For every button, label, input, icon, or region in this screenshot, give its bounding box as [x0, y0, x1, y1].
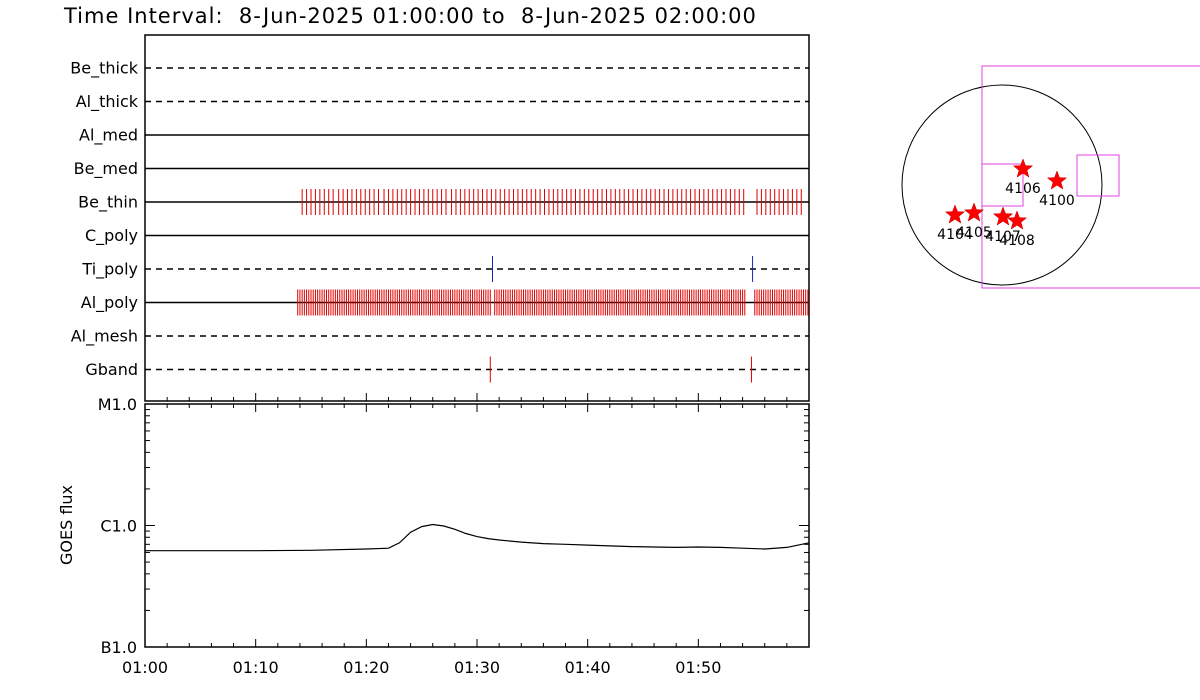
row-label-be_med: Be_med [74, 159, 138, 179]
x-tick-label: 01:50 [675, 658, 721, 677]
ar-label-4107: 4107 [985, 229, 1021, 245]
x-tick-label: 01:40 [565, 658, 611, 677]
timeline-frame [144, 34, 810, 402]
goes-ticks [144, 404, 810, 648]
goes-frame [144, 403, 810, 648]
fov-box [981, 65, 1200, 289]
ar-label-4108: 4108 [999, 233, 1035, 249]
goes-y-labels: B1.0 C1.0 M1.0 [98, 395, 137, 657]
row-label-al_mesh: Al_mesh [71, 327, 138, 347]
goes-y-axis-label: GOES flux [57, 485, 76, 565]
ar-star-4108 [1006, 210, 1028, 230]
ar-label-4104: 4104 [937, 227, 973, 243]
fov-inner-box [981, 163, 1024, 207]
ar-star-4104 [944, 204, 966, 224]
ar-label-4100: 4100 [1039, 193, 1075, 209]
x-tick-label: 01:00 [122, 658, 168, 677]
x-tick-label: 01:30 [454, 658, 500, 677]
row-label-be_thin: Be_thin [78, 193, 138, 213]
row-label-ti_poly: Ti_poly [81, 260, 138, 280]
x-tick-label: 01:10 [233, 658, 279, 677]
goes-y-tick-label: M1.0 [98, 395, 137, 414]
row-label-be_thick: Be_thick [70, 59, 138, 79]
ar-star-4106 [1012, 158, 1034, 178]
row-label-c_poly: C_poly [85, 226, 138, 246]
ar-label-4105: 4105 [956, 225, 992, 241]
goes-y-tick-label: C1.0 [100, 517, 137, 536]
goes-flux-line [145, 523, 810, 552]
region-box [1076, 154, 1120, 197]
ar-star-4107 [992, 206, 1014, 226]
ar-star-4100 [1046, 170, 1068, 190]
row-label-gband: Gband [85, 360, 138, 379]
timeline-rows: Be_thick Al_thick Al_med Be_med Be_thin C_pol… [70, 59, 810, 401]
x-tick-label: 01:20 [343, 658, 389, 677]
row-label-al_thick: Al_thick [76, 92, 139, 112]
row-label-al_med: Al_med [79, 126, 138, 146]
chart-title: Time Interval: 8-Jun-2025 01:00:00 to 8-… [64, 4, 757, 28]
row-label-al_poly: Al_poly [81, 293, 138, 313]
solar-disk-outline [901, 84, 1103, 286]
x-axis-labels: 01:00 01:10 01:20 01:30 01:40 01:50 [122, 658, 721, 677]
ar-label-4106: 4106 [1005, 181, 1041, 197]
ar-star-4105 [963, 202, 985, 222]
goes-y-tick-label: B1.0 [101, 638, 137, 657]
